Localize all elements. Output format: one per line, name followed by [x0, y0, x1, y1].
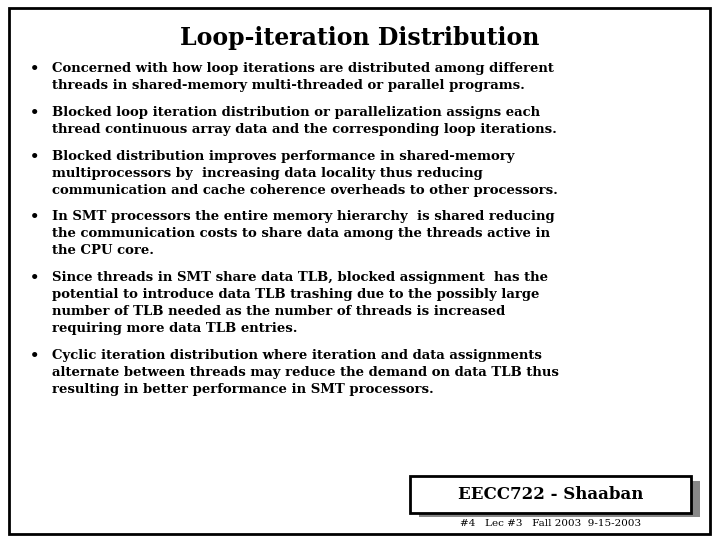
Text: resulting in better performance in SMT processors.: resulting in better performance in SMT p…	[52, 383, 433, 396]
Text: multiprocessors by  increasing data locality thus reducing: multiprocessors by increasing data local…	[52, 166, 482, 180]
Text: In SMT processors the entire memory hierarchy  is shared reducing: In SMT processors the entire memory hier…	[52, 210, 554, 224]
Text: Blocked loop iteration distribution or parallelization assigns each: Blocked loop iteration distribution or p…	[52, 106, 540, 119]
Text: number of TLB needed as the number of threads is increased: number of TLB needed as the number of th…	[52, 305, 505, 318]
Text: •: •	[30, 150, 40, 164]
Text: •: •	[30, 210, 40, 224]
Text: Since threads in SMT share data TLB, blocked assignment  has the: Since threads in SMT share data TLB, blo…	[52, 271, 548, 284]
Text: alternate between threads may reduce the demand on data TLB thus: alternate between threads may reduce the…	[52, 366, 559, 379]
Text: •: •	[30, 349, 40, 363]
Text: EECC722 - Shaaban: EECC722 - Shaaban	[458, 485, 644, 503]
Text: requiring more data TLB entries.: requiring more data TLB entries.	[52, 322, 297, 335]
FancyBboxPatch shape	[410, 476, 691, 513]
Text: potential to introduce data TLB trashing due to the possibly large: potential to introduce data TLB trashing…	[52, 288, 539, 301]
Text: Blocked distribution improves performance in shared-memory: Blocked distribution improves performanc…	[52, 150, 514, 163]
Text: •: •	[30, 271, 40, 285]
Text: thread continuous array data and the corresponding loop iterations.: thread continuous array data and the cor…	[52, 123, 557, 136]
Text: •: •	[30, 106, 40, 120]
FancyBboxPatch shape	[9, 8, 710, 534]
Text: communication and cache coherence overheads to other processors.: communication and cache coherence overhe…	[52, 184, 558, 197]
FancyBboxPatch shape	[419, 481, 700, 517]
Text: Cyclic iteration distribution where iteration and data assignments: Cyclic iteration distribution where iter…	[52, 349, 541, 362]
Text: •: •	[30, 62, 40, 76]
Text: the CPU core.: the CPU core.	[52, 244, 154, 258]
Text: Loop-iteration Distribution: Loop-iteration Distribution	[180, 26, 540, 50]
Text: Concerned with how loop iterations are distributed among different: Concerned with how loop iterations are d…	[52, 62, 554, 75]
Text: the communication costs to share data among the threads active in: the communication costs to share data am…	[52, 227, 550, 240]
Text: #4   Lec #3   Fall 2003  9-15-2003: #4 Lec #3 Fall 2003 9-15-2003	[460, 519, 642, 528]
Text: threads in shared-memory multi-threaded or parallel programs.: threads in shared-memory multi-threaded …	[52, 79, 525, 92]
